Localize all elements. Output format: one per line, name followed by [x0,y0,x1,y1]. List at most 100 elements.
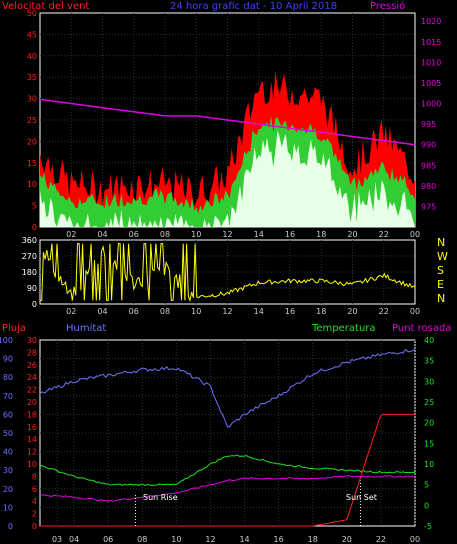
compass-label: N [437,236,445,249]
y-tick-label-rain: 10 [27,460,37,469]
y-tick-label-rain: 22 [27,386,37,395]
y-tick-label-rain: 30 [27,336,37,345]
y-tick-label-rain: 4 [32,497,37,506]
y-tick-label-wind: 40 [27,52,37,61]
x-tick-label: 14 [254,230,264,239]
y-tick-label-wind: 10 [27,180,37,189]
compass-label: S [437,264,444,277]
x-tick-label: 16 [285,307,295,316]
y-tick-label-temperature: 25 [424,398,434,407]
y-tick-label-direction: 180 [22,268,37,277]
y-tick-label-rain: 8 [32,472,37,481]
y-tick-label-humidity: 70 [3,392,13,401]
y-tick-label-pressure: 1005 [421,79,441,88]
y-tick-label-pressure: 1020 [421,17,441,26]
temperature-line [39,454,416,487]
wind-direction-line [40,243,416,303]
y-tick-label-humidity: 60 [3,410,13,419]
y-tick-label-temperature: 20 [424,419,434,428]
y-tick-label-wind: 35 [27,73,37,82]
y-tick-label-rain: 14 [27,435,37,444]
x-tick-label: 22 [376,535,386,544]
temperature-label: Temperatura [311,323,376,334]
y-tick-label-humidity: 30 [3,466,13,475]
x-tick-label: 02 [66,230,76,239]
x-tick-label: 12 [222,307,232,316]
compass-label: N [437,292,445,305]
y-tick-label-humidity: 20 [3,485,13,494]
dewpoint-line [39,475,416,503]
x-tick-label: 02 [66,307,76,316]
x-tick-label: 10 [171,535,181,544]
y-tick-label-pressure: 995 [421,120,436,129]
x-tick-label: 00 [410,230,420,239]
y-tick-label-wind: 15 [27,159,37,168]
x-tick-label: 18 [308,535,318,544]
y-tick-label-temperature: -5 [424,522,432,531]
x-tick-label: 00 [410,307,420,316]
y-tick-label-rain: 12 [27,448,37,457]
y-tick-label-wind: 0 [32,223,37,232]
y-tick-label-humidity: 50 [3,429,13,438]
y-tick-label-humidity: 40 [3,448,13,457]
y-tick-label-rain: 24 [27,373,37,382]
y-tick-label-humidity: 100 [0,336,13,345]
wind-speed-label: Velocitat del vent [2,1,89,12]
x-tick-label: 04 [69,535,79,544]
y-tick-label-pressure: 975 [421,202,436,211]
x-tick-label: 16 [285,230,295,239]
y-tick-label-wind: 30 [27,95,37,104]
y-tick-label-rain: 6 [32,485,37,494]
x-tick-label: 06 [103,535,113,544]
y-tick-label-temperature: 0 [424,501,429,510]
y-tick-label-wind: 25 [27,116,37,125]
rain-label: Pluja [2,323,26,334]
sunset-annotation: Sun Set [346,493,377,502]
humidity-line [39,347,416,428]
x-tick-label: 00 [410,535,420,544]
y-tick-label-rain: 28 [27,348,37,357]
y-tick-label-temperature: 35 [424,357,434,366]
y-tick-label-rain: 2 [32,510,37,519]
y-tick-label-direction: 360 [22,236,37,245]
x-tick-label: 22 [379,230,389,239]
x-tick-label: 10 [191,307,201,316]
x-tick-label: 12 [205,535,215,544]
x-tick-label: 03 [52,535,62,544]
x-tick-label: 14 [239,535,249,544]
y-tick-label-temperature: 5 [424,481,429,490]
x-tick-label: 20 [347,307,357,316]
y-tick-label-pressure: 985 [421,161,436,170]
x-tick-label: 08 [160,307,170,316]
x-tick-label: 22 [379,307,389,316]
humidity-temp-axes: 03 04 06 08 10 12 14 16 18 20 22 000102030405060708… [0,336,434,544]
wind-lower-area [40,130,415,227]
x-tick-label: 06 [129,230,139,239]
y-tick-label-wind: 50 [27,9,37,18]
y-tick-label-temperature: 10 [424,460,434,469]
x-tick-label: 08 [160,230,170,239]
x-tick-label: 14 [254,307,264,316]
humidity-label: Humitat [66,323,106,334]
humidity-temp-series [39,347,416,527]
x-tick-label: 12 [222,230,232,239]
y-tick-label-wind: 5 [32,202,37,211]
pressure-label: Pressió [370,0,405,12]
x-tick-label: 08 [137,535,147,544]
y-tick-label-temperature: 15 [424,439,434,448]
pressure-line [39,98,416,146]
y-tick-label-rain: 26 [27,361,37,370]
y-tick-label-rain: 0 [32,522,37,531]
y-tick-label-pressure: 990 [421,141,436,150]
x-tick-label: 16 [274,535,284,544]
y-tick-label-wind: 20 [27,137,37,146]
y-tick-label-pressure: 1010 [421,58,441,67]
y-tick-label-pressure: 1015 [421,38,441,47]
y-tick-label-direction: 0 [32,300,37,309]
wind-direction-grid [40,240,415,304]
y-tick-label-humidity: 90 [3,355,13,364]
chart-title: 24 hora grafic dat - 10 April 2018 [170,1,337,12]
y-tick-label-temperature: 40 [424,336,434,345]
